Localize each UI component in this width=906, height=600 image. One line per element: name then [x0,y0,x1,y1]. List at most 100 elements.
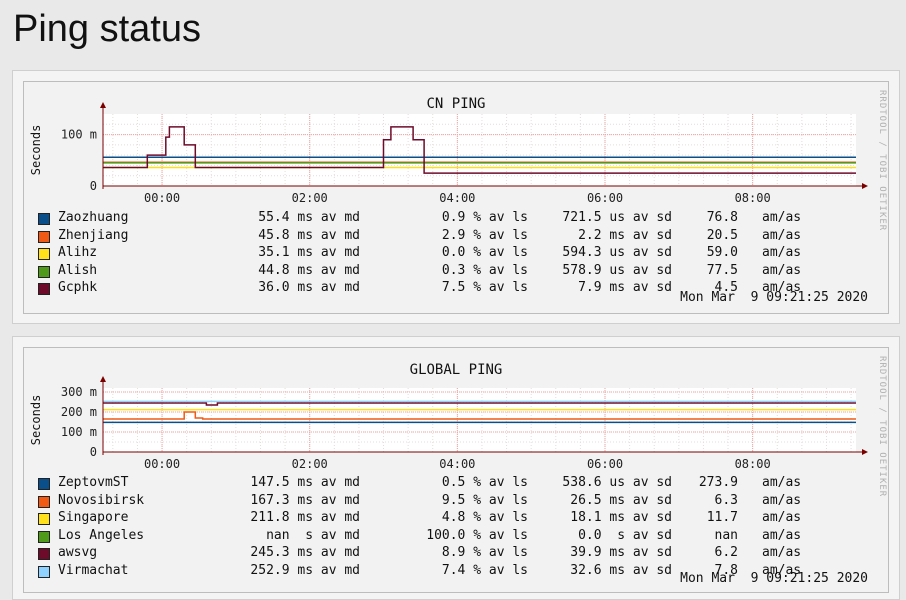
legend-avg: nan s av md [266,527,360,543]
legend-unit: am/as [762,262,802,278]
legend-swatch [38,530,50,543]
legend-sd: 2.2 ms av sd [578,227,672,243]
y-axis-label: Seconds [29,395,43,446]
legend-swatch [38,565,50,578]
rrd-credit: RRDTOOL / TOBI OETIKER [877,356,887,498]
legend-sd: 594.3 us av sd [562,245,672,260]
y-axis-arrow [100,376,106,382]
legend-avg: 55.4 ms av md [258,210,360,225]
legend-avg: 45.8 ms av md [258,227,360,243]
cn-ping-graph: 00:00 02:00 04:00 06:00 08:00 0 100 m CN PING Se… [23,81,889,314]
legend-name: Zaozhuang [58,210,129,225]
global-ping-chart: 00:00 02:00 04:00 06:00 08:00 0 100 m 200 m 300 … [29,362,868,471]
legend-loss: 9.5 % av ls [441,492,528,508]
legend-loss: 100.0 % av ls [426,527,528,543]
legend-swatch [38,548,50,560]
legend-swatch [38,248,50,260]
y-tick-label: 0 [90,179,97,193]
rrd-credit: RRDTOOL / TOBI OETIKER [877,90,887,232]
cn-ping-panel: 00:00 02:00 04:00 06:00 08:00 0 100 m CN PING Se… [12,70,900,324]
legend-ratio: 77.5 [706,262,738,278]
x-tick-label: 02:00 [292,457,328,471]
legend-sd: 578.9 us av sd [562,262,672,278]
chart-title: GLOBAL PING [410,362,503,378]
global-ping-graph: 00:00 02:00 04:00 06:00 08:00 0 100 m 200 m 300 … [23,347,889,593]
legend-ratio: 76.8 [706,210,738,225]
legend-ratio: 6.2 [714,545,738,560]
x-tick-label: 06:00 [587,457,623,471]
legend-name: Singapore [58,510,129,525]
legend-name: ZeptovmST [58,475,129,490]
legend-sd: 32.6 ms av sd [570,562,672,578]
legend-avg: 147.5 ms av md [250,475,360,490]
legend-loss: 4.8 % av ls [441,510,528,525]
x-tick-label: 04:00 [439,457,475,471]
plot-area [103,114,856,186]
legend-avg: 44.8 ms av md [258,262,360,278]
legend-unit: am/as [762,527,802,543]
y-axis-arrow [100,102,106,108]
legend-ratio: 4.5 [714,280,738,295]
legend-unit: am/as [762,545,802,560]
legend-avg: 167.3 ms av md [250,492,360,508]
global-ping-timestamp: Mon Mar 9 09:21:25 2020 [680,571,868,586]
legend-unit: am/as [762,510,802,525]
series-line [103,126,856,174]
legend-unit: am/as [762,492,802,508]
legend-unit: am/as [762,562,802,578]
plot-area [103,388,856,452]
legend-ratio: nan [714,527,738,543]
legend-sd: 18.1 ms av sd [570,510,672,525]
legend-name: Gcphk [58,280,98,295]
legend-sd: 0.0 s av sd [578,527,672,543]
legend-name: Virmachat [58,562,129,578]
legend-name: Zhenjiang [58,227,129,243]
legend-avg: 252.9 ms av md [250,562,360,578]
x-tick-label: 00:00 [144,191,180,205]
legend-sd: 26.5 ms av sd [570,492,672,508]
legend-name: Novosibirsk [58,492,145,508]
legend-name: Alish [58,262,98,278]
x-axis-arrow [862,183,868,189]
legend-loss: 0.0 % av ls [441,245,528,260]
legend-name: awsvg [58,545,98,560]
legend-unit: am/as [762,245,802,260]
legend-ratio: 11.7 [706,510,738,525]
cn-ping-timestamp: Mon Mar 9 09:21:25 2020 [680,290,868,305]
legend-ratio: 59.0 [706,245,738,260]
chart-title: CN PING [426,96,485,112]
legend-loss: 0.9 % av ls [441,210,528,225]
x-tick-label: 08:00 [735,457,771,471]
legend-loss: 0.3 % av ls [441,262,528,278]
y-tick-label: 300 m [61,385,97,399]
legend-swatch [38,213,50,225]
legend-swatch [38,478,50,490]
legend-ratio: 7.8 [714,562,738,578]
page-title: Ping status [13,8,201,50]
legend-avg: 36.0 ms av md [258,280,360,295]
legend-swatch [38,283,50,295]
y-tick-label: 0 [90,445,97,459]
y-tick-label: 100 m [61,425,97,439]
x-tick-label: 06:00 [587,191,623,205]
legend-unit: am/as [762,227,802,243]
legend-loss: 0.5 % av ls [441,475,528,490]
legend-ratio: 273.9 [698,475,738,490]
y-axis-label: Seconds [29,125,43,176]
legend-swatch [38,513,50,525]
legend-loss: 8.9 % av ls [441,545,528,560]
x-tick-label: 04:00 [439,191,475,205]
legend-loss: 2.9 % av ls [441,227,528,243]
legend-unit: am/as [762,280,802,295]
series-line [103,402,856,406]
global-ping-panel: 00:00 02:00 04:00 06:00 08:00 0 100 m 200 m 300 … [12,336,900,600]
x-tick-label: 02:00 [292,191,328,205]
x-axis-arrow [862,449,868,455]
legend-unit: am/as [762,475,802,490]
legend-sd: 538.6 us av sd [562,475,672,490]
x-tick-label: 00:00 [144,457,180,471]
legend-swatch [38,495,50,508]
legend-ratio: 20.5 [706,227,738,243]
legend-sd: 39.9 ms av sd [570,545,672,560]
legend-swatch [38,265,50,278]
